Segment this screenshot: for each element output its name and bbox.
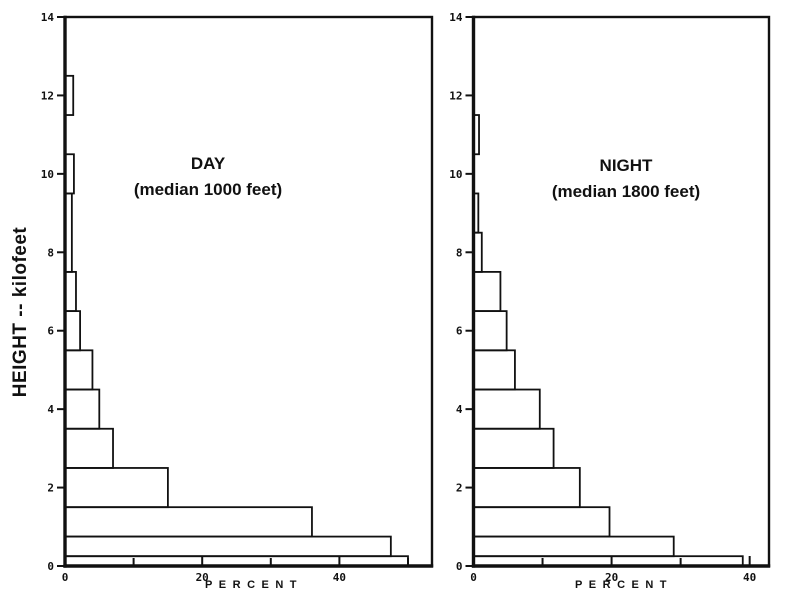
day-bar-0.75-1.5kft — [64, 506, 313, 538]
day-bar-1.5-2.5kft — [64, 467, 169, 509]
night-title-block: NIGHT (median 1800 feet) — [496, 153, 756, 205]
night-x-axis-title: PERCENT — [574, 579, 674, 591]
day-title-block: DAY (median 1000 feet) — [78, 151, 338, 203]
day-y-tick-label-8: 8 — [47, 246, 54, 259]
y-axis-title: HEIGHT -- kilofeet — [10, 226, 31, 398]
night-bar-2.5-3.5kft — [472, 427, 555, 469]
night-y-tick-label-12: 12 — [449, 89, 462, 102]
night-bar-0.75-1.5kft — [472, 506, 611, 538]
night-y-tick-label-4: 4 — [456, 403, 463, 416]
night-bar-4.5-5.5kft — [472, 349, 516, 391]
day-y-tick-label-10: 10 — [41, 168, 54, 181]
night-x-tick-label-0: 0 — [470, 571, 477, 584]
day-x-tick-label-0: 0 — [62, 571, 69, 584]
night-y-tick-label-0: 0 — [456, 560, 463, 573]
night-title: NIGHT — [599, 156, 653, 175]
night-bar-1.5-2.5kft — [472, 467, 581, 509]
day-bar-0.25-0.75kft — [64, 535, 392, 558]
day-y-tick-label-12: 12 — [41, 89, 54, 102]
night-y-tick-label-14: 14 — [449, 11, 463, 24]
day-y-tick-label-0: 0 — [47, 560, 54, 573]
night-y-tick-label-8: 8 — [456, 246, 463, 259]
night-bar-5.5-6.5kft — [472, 310, 508, 352]
day-bar-4.5-5.5kft — [64, 349, 94, 391]
night-x-tick-label-40: 40 — [743, 571, 756, 584]
night-chart: 0 2 4 6 8 10 12 14 0 20 40 — [449, 11, 771, 584]
day-y-tick-label-2: 2 — [47, 482, 54, 495]
day-y-tick-label-6: 6 — [47, 325, 54, 338]
night-y-tick-label-2: 2 — [456, 482, 463, 495]
night-bar-10.5-11.5kft — [472, 114, 480, 156]
night-bar-3.5-4.5kft — [472, 388, 541, 430]
day-title: DAY — [190, 154, 226, 173]
day-chart: 0 2 4 6 8 10 12 14 0 20 40 — [41, 11, 434, 584]
day-plot-frame — [63, 15, 434, 568]
night-bar-6.5-7.5kft — [472, 270, 502, 313]
day-bar-5.5-6.5kft — [64, 310, 81, 352]
day-y-tick-label-4: 4 — [47, 403, 54, 416]
night-bar-8.5-9.5kft — [472, 192, 480, 234]
day-x-axis-title: PERCENT — [204, 579, 304, 591]
night-plot-frame — [472, 15, 771, 568]
night-subtitle: (median 1800 feet) — [551, 182, 701, 201]
day-y-tick-label-14: 14 — [41, 11, 55, 24]
day-bar-3.5-4.5kft — [64, 388, 101, 430]
night-y-tick-label-6: 6 — [456, 325, 463, 338]
night-bar-0.25-0.75kft — [472, 535, 675, 558]
day-subtitle: (median 1000 feet) — [133, 180, 283, 199]
night-y-tick-label-10: 10 — [449, 168, 462, 181]
night-x-tick-label-20: 20 — [605, 571, 618, 584]
day-x-tick-label-40: 40 — [333, 571, 346, 584]
day-bar-2.5-3.5kft — [64, 427, 114, 469]
day-x-tick-label-20: 20 — [196, 571, 209, 584]
